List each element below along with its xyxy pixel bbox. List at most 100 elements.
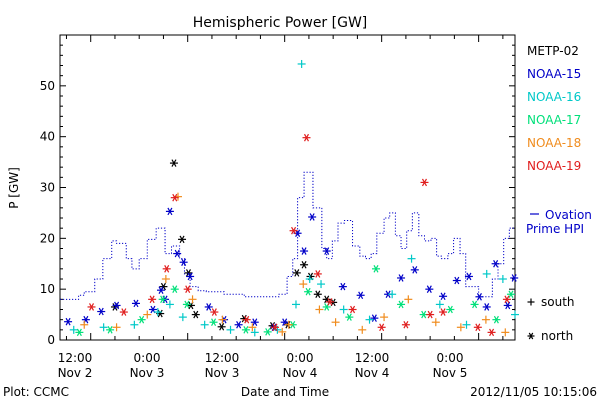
point-noaa-16 — [200, 320, 209, 329]
point-metp-02 — [178, 235, 187, 244]
point-metp-02 — [300, 260, 309, 269]
point-noaa-16 — [305, 275, 314, 283]
point-noaa-17 — [182, 300, 191, 309]
x-tick-label: 0:00 — [134, 351, 161, 365]
point-noaa-19 — [377, 323, 386, 332]
point-noaa-15 — [464, 272, 473, 281]
point-noaa-15 — [452, 276, 461, 285]
point-noaa-16 — [498, 275, 507, 283]
x-axis-label: Date and Time — [241, 385, 329, 399]
point-noaa-19 — [439, 308, 448, 316]
y-tick-label: 0 — [47, 333, 55, 347]
point-noaa-17 — [158, 295, 167, 304]
point-noaa-19 — [325, 298, 334, 306]
legend-hpi-label-line1: Ovation — [545, 208, 592, 222]
point-noaa-18 — [299, 280, 308, 289]
x-tick-date-label: Nov 3 — [130, 366, 165, 380]
point-noaa-18 — [80, 320, 89, 329]
x-tick-date-label: Nov 4 — [283, 366, 318, 380]
legend-south-label: south — [541, 295, 575, 309]
point-noaa-16 — [165, 300, 174, 309]
point-noaa-18 — [404, 295, 413, 304]
legend-south-marker — [527, 298, 535, 306]
point-noaa-15 — [503, 301, 512, 310]
point-noaa-16 — [69, 325, 78, 334]
point-noaa-15 — [482, 303, 491, 311]
point-noaa-18 — [161, 275, 170, 283]
point-noaa-16 — [317, 280, 326, 289]
y-tick-label: 20 — [40, 231, 55, 245]
point-noaa-19 — [183, 285, 192, 293]
point-noaa-18 — [380, 313, 389, 322]
point-noaa-17 — [397, 300, 406, 309]
hpi-step-path — [60, 171, 515, 300]
point-metp-02 — [217, 323, 226, 331]
point-noaa-17 — [75, 328, 84, 337]
point-noaa-18 — [315, 305, 324, 314]
point-noaa-18 — [188, 295, 197, 304]
point-noaa-16 — [99, 323, 108, 332]
point-noaa-15 — [204, 303, 213, 311]
x-tick-date-label: Nov 5 — [433, 366, 468, 380]
point-noaa-19 — [473, 323, 482, 332]
point-noaa-19 — [210, 308, 219, 316]
point-noaa-17 — [506, 290, 515, 299]
point-noaa-15 — [173, 249, 182, 258]
point-noaa-18 — [358, 325, 367, 334]
point-noaa-16 — [511, 310, 519, 319]
ovation-prime-hpi-line — [60, 171, 515, 300]
y-tick-label: 10 — [40, 282, 55, 296]
point-noaa-15 — [308, 213, 317, 221]
point-noaa-15 — [97, 307, 106, 316]
point-noaa-19 — [148, 295, 157, 304]
point-noaa-17 — [492, 315, 501, 324]
point-noaa-16 — [482, 269, 491, 278]
plot-frame — [59, 34, 516, 341]
y-tick-label: 40 — [40, 130, 55, 144]
point-noaa-19 — [502, 295, 511, 304]
point-noaa-18 — [284, 320, 293, 329]
point-noaa-16 — [365, 315, 374, 324]
point-noaa-17 — [209, 318, 218, 326]
point-noaa-15 — [425, 285, 434, 293]
point-noaa-18 — [248, 323, 257, 332]
point-noaa-15 — [439, 292, 448, 301]
point-noaa-15 — [131, 299, 140, 308]
point-noaa-15 — [64, 317, 73, 326]
point-noaa-15 — [491, 259, 500, 268]
point-noaa-15 — [157, 286, 166, 294]
point-noaa-18 — [278, 327, 287, 336]
y-tick-label: 30 — [40, 181, 55, 195]
x-tick-label: 0:00 — [287, 351, 314, 365]
x-tick-date-label: Nov 3 — [205, 366, 240, 380]
point-noaa-15 — [112, 301, 121, 310]
point-noaa-19 — [348, 305, 357, 314]
legend-label-noaa-19: NOAA-19 — [527, 159, 581, 173]
legend-label-metp-02: METP-02 — [527, 44, 579, 58]
legend-label-noaa-17: NOAA-17 — [527, 113, 581, 127]
legend-north-label: north — [541, 329, 573, 343]
point-noaa-18 — [481, 315, 490, 324]
point-noaa-19 — [170, 193, 179, 202]
x-tick-label: 12:00 — [205, 351, 240, 365]
point-metp-02 — [191, 310, 200, 319]
footer-plot-credit: Plot: CCMC — [3, 385, 69, 399]
legend-label-noaa-15: NOAA-15 — [527, 67, 581, 81]
point-noaa-19 — [401, 320, 410, 329]
point-noaa-19 — [242, 315, 251, 324]
point-noaa-19 — [302, 133, 311, 142]
data-points — [64, 59, 519, 337]
point-noaa-15 — [356, 291, 365, 300]
point-noaa-19 — [420, 178, 429, 187]
point-noaa-18 — [218, 315, 227, 324]
point-noaa-19 — [119, 308, 128, 316]
point-noaa-15 — [179, 258, 188, 267]
point-noaa-15 — [250, 318, 259, 326]
point-noaa-15 — [234, 320, 243, 329]
point-noaa-16 — [407, 254, 416, 263]
legend-north-marker — [527, 332, 535, 340]
point-noaa-16 — [178, 313, 187, 322]
legend-hpi-label-line2: Prime HPI — [526, 222, 584, 236]
